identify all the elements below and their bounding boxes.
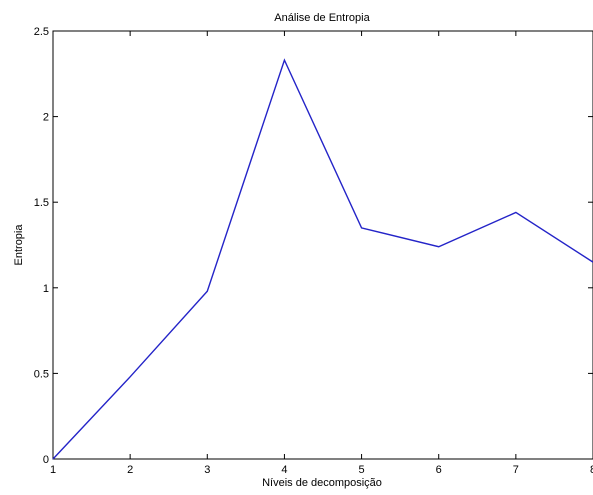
y-tick-label: 0 — [43, 454, 49, 466]
x-tick-label: 4 — [281, 464, 287, 476]
x-tick-label: 5 — [359, 464, 365, 476]
x-tick-label: 1 — [50, 464, 56, 476]
x-tick-label: 6 — [436, 464, 442, 476]
y-tick-label: 2 — [43, 112, 49, 124]
x-axis-title: Níveis de decomposição — [262, 477, 382, 489]
chart-title: Análise de Entropia — [274, 12, 370, 24]
x-tick-label: 8 — [590, 464, 593, 476]
y-tick-label: 1 — [43, 283, 49, 295]
y-tick-label: 2.5 — [34, 26, 49, 38]
x-tick-label: 3 — [204, 464, 210, 476]
x-tick-label: 2 — [127, 464, 133, 476]
y-axis-ticks: 0 0.5 1 1.5 2 2.5 — [34, 26, 593, 466]
y-tick-label: 0.5 — [34, 368, 49, 380]
series-layer — [52, 58, 593, 460]
x-tick-label: 7 — [513, 464, 519, 476]
y-axis-title: Entropia — [13, 224, 25, 266]
x-axis-ticks: 1 2 3 4 5 6 7 8 — [50, 31, 593, 476]
y-tick-label: 1.5 — [34, 197, 49, 209]
plot-area-frame — [52, 30, 593, 460]
series-line-0 — [52, 58, 593, 460]
